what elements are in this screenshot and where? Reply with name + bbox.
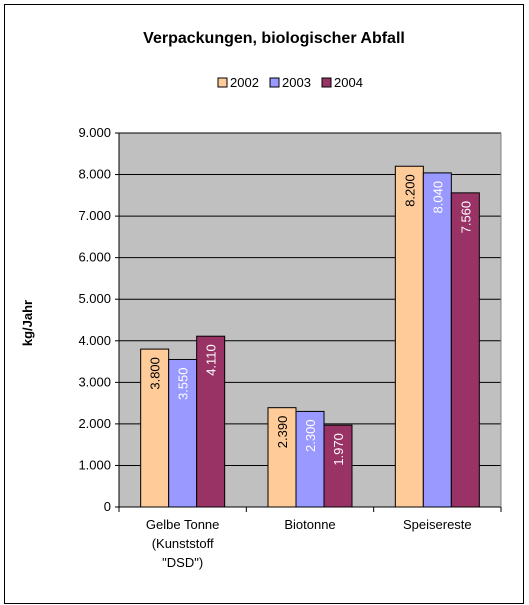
bar (140, 348, 170, 508)
legend-swatch (269, 77, 280, 88)
data-label: 2.300 (303, 419, 318, 452)
bar (295, 410, 325, 508)
data-label: 8.040 (430, 181, 445, 214)
chart-frame: Verpackungen, biologischer Abfall 2002 20… (4, 4, 524, 604)
bar (422, 172, 452, 508)
x-axis-categories: Gelbe Tonne (Kunststoff "DSD") Biotonne Spei… (118, 507, 502, 570)
y-axis-ticks: 0 1.000 2.000 3.000 4.000 5.000 6.000 7.000 8.00… (78, 125, 119, 514)
y-tick-label: 9.000 (78, 125, 111, 140)
x-category-label: Gelbe Tonne (146, 517, 220, 532)
x-category-label: Speisereste (403, 517, 472, 532)
x-category-label: "DSD") (162, 555, 203, 570)
axes (118, 133, 502, 508)
legend-label: 2002 (230, 75, 259, 90)
y-tick-label: 6.000 (78, 250, 111, 265)
bar (450, 192, 480, 508)
data-label: 1.970 (331, 433, 346, 466)
data-label: 2.390 (275, 416, 290, 449)
legend-label: 2003 (282, 75, 311, 90)
y-tick-label: 3.000 (78, 374, 111, 389)
data-label: 3.800 (148, 357, 163, 390)
y-tick-label: 2.000 (78, 416, 111, 431)
y-tick-label: 1.000 (78, 457, 111, 472)
bar (394, 165, 424, 508)
legend-swatch (321, 77, 332, 88)
y-tick-label: 8.000 (78, 167, 111, 182)
y-tick-label: 0 (104, 499, 111, 514)
y-tick-label: 4.000 (78, 333, 111, 348)
data-label: 4.110 (204, 344, 219, 376)
bars: 3.800 3.550 4.110 2.390 2.300 1.970 8.200 8.040… (140, 165, 480, 508)
data-label: 7.560 (458, 201, 473, 234)
x-category-label: (Kunststoff (152, 536, 214, 551)
y-tick-label: 5.000 (78, 291, 111, 306)
legend-swatch (217, 77, 228, 88)
legend-label: 2004 (334, 75, 363, 90)
legend: 2002 2003 2004 (217, 75, 363, 90)
y-axis-label: kg/Jahr (20, 300, 35, 346)
data-label: 8.200 (402, 174, 417, 207)
chart-title: Verpackungen, biologischer Abfall (143, 30, 405, 47)
y-tick-label: 7.000 (78, 208, 111, 223)
bar-chart: Verpackungen, biologischer Abfall 2002 20… (20, 30, 502, 570)
bar (323, 424, 353, 508)
bar (196, 335, 226, 508)
data-label: 3.550 (176, 367, 191, 400)
x-category-label: Biotonne (284, 517, 335, 532)
